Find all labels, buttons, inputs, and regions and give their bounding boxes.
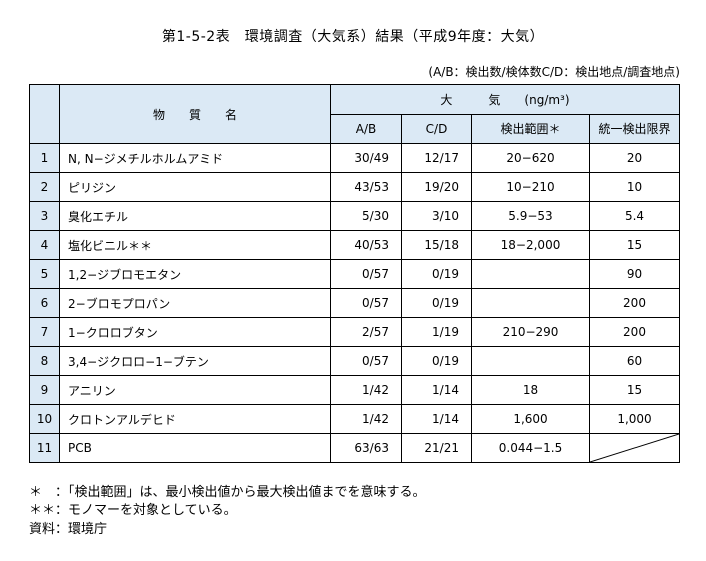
cell-range: 10−210	[471, 172, 590, 202]
cell-range: 20−620	[471, 143, 590, 173]
table-row: 11 PCB 63/63 21/21 0.044−1.5	[29, 433, 680, 463]
cell-cd: 1/14	[401, 375, 472, 405]
cell-cd: 1/14	[401, 404, 472, 434]
cell-limit: 15	[589, 375, 680, 405]
cell-limit: 1,000	[589, 404, 680, 434]
header-limit: 統一検出限界	[589, 113, 680, 144]
substance-name: 2−ブロモプロパン	[59, 288, 331, 318]
substance-name: 1−クロロブタン	[59, 317, 331, 347]
cell-cd: 3/10	[401, 201, 472, 231]
table-row: 4 塩化ビニル＊＊ 40/53 15/18 18−2,000 15	[29, 230, 680, 260]
cell-cd: 12/17	[401, 143, 472, 173]
cell-range: 210−290	[471, 317, 590, 347]
cell-ab: 0/57	[330, 346, 402, 376]
cell-ab: 1/42	[330, 404, 402, 434]
header-air: 大 気 (ng/m³)	[330, 84, 680, 115]
table-row: 7 1−クロロブタン 2/57 1/19 210−290 200	[29, 317, 680, 347]
cell-range: 1,600	[471, 404, 590, 434]
cell-limit: 60	[589, 346, 680, 376]
row-number: 7	[29, 317, 60, 347]
table-row: 2 ピリジン 43/53 19/20 10−210 10	[29, 172, 680, 202]
header-ab: A/B	[330, 113, 402, 144]
table-row: 3 臭化エチル 5/30 3/10 5.9−53 5.4	[29, 201, 680, 231]
cell-range: 5.9−53	[471, 201, 590, 231]
cell-range: 18	[471, 375, 590, 405]
cell-ab: 1/42	[330, 375, 402, 405]
substance-name: 1,2−ジブロモエタン	[59, 259, 331, 289]
cell-limit	[589, 433, 680, 463]
cell-range	[471, 288, 590, 318]
results-table: 物 質 名 大 気 (ng/m³) A/B C/D 検出範囲＊ 統一検出限界 1…	[29, 84, 680, 463]
row-number: 1	[29, 143, 60, 173]
cell-limit: 5.4	[589, 201, 680, 231]
row-number: 5	[29, 259, 60, 289]
cell-cd: 15/18	[401, 230, 472, 260]
header-range: 検出範囲＊	[471, 113, 590, 144]
table-title: 第1-5-2表 環境調査（大気系）結果（平成9年度：大気）	[161, 29, 545, 45]
cell-ab: 40/53	[330, 230, 402, 260]
substance-name: 3,4−ジクロロ−1−ブテン	[59, 346, 331, 376]
cell-cd: 1/19	[401, 317, 472, 347]
diagonal-line	[590, 434, 679, 462]
cell-range	[471, 259, 590, 289]
header-cd: C/D	[401, 113, 472, 144]
cell-ab: 0/57	[330, 259, 402, 289]
cell-limit: 15	[589, 230, 680, 260]
footnote-source: 資料：環境庁	[29, 522, 108, 537]
substance-name: ピリジン	[59, 172, 331, 202]
row-number: 8	[29, 346, 60, 376]
cell-range	[471, 346, 590, 376]
row-number: 3	[29, 201, 60, 231]
cell-cd: 19/20	[401, 172, 472, 202]
cell-ab: 0/57	[330, 288, 402, 318]
header-substance: 物 質 名	[59, 84, 331, 144]
cell-ab: 43/53	[330, 172, 402, 202]
cell-cd: 0/19	[401, 288, 472, 318]
row-number: 6	[29, 288, 60, 318]
cell-ab: 2/57	[330, 317, 402, 347]
table-row: 6 2−ブロモプロパン 0/57 0/19 200	[29, 288, 680, 318]
table-row: 8 3,4−ジクロロ−1−ブテン 0/57 0/19 60	[29, 346, 680, 376]
cell-cd: 0/19	[401, 259, 472, 289]
cell-range: 18−2,000	[471, 230, 590, 260]
cell-limit: 200	[589, 317, 680, 347]
substance-name: N, N−ジメチルホルムアミド	[59, 143, 331, 173]
cell-range: 0.044−1.5	[471, 433, 590, 463]
substance-name: アニリン	[59, 375, 331, 405]
row-number: 11	[29, 433, 60, 463]
cell-ab: 30/49	[330, 143, 402, 173]
table-row: 1 N, N−ジメチルホルムアミド 30/49 12/17 20−620 20	[29, 143, 680, 173]
row-number: 2	[29, 172, 60, 202]
table-row: 9 アニリン 1/42 1/14 18 15	[29, 375, 680, 405]
footnote-1: ＊ ：「検出範囲」は、最小検出値から最大検出値までを意味する。	[29, 485, 426, 500]
cell-ab: 5/30	[330, 201, 402, 231]
row-number: 10	[29, 404, 60, 434]
table-row: 10 クロトンアルデヒド 1/42 1/14 1,600 1,000	[29, 404, 680, 434]
footnote-2: ＊＊：モノマーを対象としている。	[29, 503, 237, 518]
substance-name: クロトンアルデヒド	[59, 404, 331, 434]
row-number: 9	[29, 375, 60, 405]
cell-limit: 20	[589, 143, 680, 173]
cell-cd: 21/21	[401, 433, 472, 463]
table-row: 5 1,2−ジブロモエタン 0/57 0/19 90	[29, 259, 680, 289]
cell-cd: 0/19	[401, 346, 472, 376]
cell-limit: 200	[589, 288, 680, 318]
substance-name: PCB	[59, 433, 331, 463]
substance-name: 臭化エチル	[59, 201, 331, 231]
substance-name: 塩化ビニル＊＊	[59, 230, 331, 260]
cell-limit: 90	[589, 259, 680, 289]
header-number	[29, 84, 60, 144]
legend-note: (A/B：検出数/検体数C/D：検出地点/調査地点)	[428, 65, 680, 79]
cell-ab: 63/63	[330, 433, 402, 463]
row-number: 4	[29, 230, 60, 260]
cell-limit: 10	[589, 172, 680, 202]
